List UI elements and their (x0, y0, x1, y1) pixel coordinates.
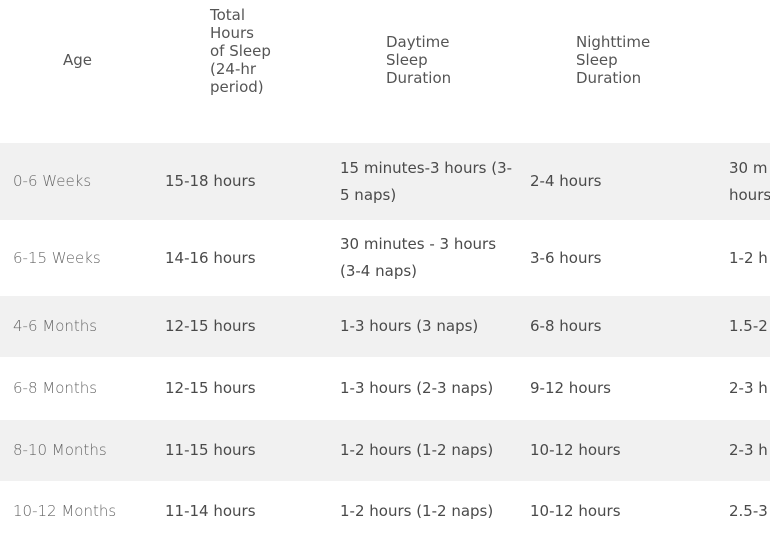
header-cell: Age (63, 51, 93, 69)
table-cell: 11-14 hours (165, 501, 256, 520)
table-row: 4-6 Months 12-15 hours 1-3 hours (3 naps) 6… (0, 296, 770, 357)
table-cell: 9-12 hours (530, 379, 611, 397)
table-row: 0-6 Weeks 15-18 hours 15 minutes-3 hours (… (0, 143, 770, 220)
header-cell: Nighttime Sleep Duration (576, 33, 651, 87)
table-cell: 1-2 hours (1-2 naps) (340, 441, 494, 459)
table-cell: 1-3 hours (3 naps) (340, 317, 479, 335)
table-cell: 1-3 hours (2-3 naps) (340, 379, 494, 397)
table-cell: 2-3 h (729, 379, 768, 397)
table-row: 6-8 Months 12-15 hours 1-3 hours (2-3 naps… (0, 357, 770, 420)
table-cell: 11-15 hours (165, 441, 256, 459)
table-cell: 6-8 hours (530, 317, 602, 335)
table-cell: 10-12 hours (530, 441, 621, 459)
header-cell: Total Hours of Sleep (24-hr period) (210, 6, 271, 96)
header-cell: Daytime Sleep Duration (386, 33, 452, 87)
table-cell: 2-3 h (729, 441, 768, 459)
table-cell: 2-4 hours (530, 172, 602, 190)
table-cell: 6-8 Months (13, 379, 98, 397)
table-row: 6-15 Weeks 14-16 hours 30 minutes - 3 hour… (0, 220, 770, 296)
table-cell: 1-2 hours (1-2 naps) (340, 501, 494, 520)
table-cell: 14-16 hours (165, 248, 256, 267)
table-cell: 30 minutes - 3 hours (3-4 naps) (340, 235, 497, 280)
table-cell: 15 minutes-3 hours (3-5 naps) (340, 158, 513, 204)
table-cell: 10-12 Months (13, 501, 117, 520)
table-cell: 30 m hours (729, 158, 770, 204)
table-cell: 8-10 Months (13, 441, 107, 459)
table-cell: 15-18 hours (165, 172, 256, 190)
table-cell: 1.5-2 (729, 317, 768, 335)
table-cell: 6-15 Weeks (13, 248, 101, 267)
table-cell: 4-6 Months (13, 317, 98, 335)
table-row: 8-10 Months 11-15 hours 1-2 hours (1-2 nap… (0, 420, 770, 481)
table-cell: 1-2 h (729, 248, 768, 267)
table-cell: 2.5-3 (729, 501, 768, 520)
table-cell: 12-15 hours (165, 379, 256, 397)
table-cell: 0-6 Weeks (13, 172, 92, 190)
table-cell: 12-15 hours (165, 317, 256, 335)
table-row: 10-12 Months 11-14 hours 1-2 hours (1-2 na… (0, 481, 770, 541)
table-cell: 10-12 hours (530, 501, 621, 520)
table-cell: 3-6 hours (530, 248, 602, 267)
